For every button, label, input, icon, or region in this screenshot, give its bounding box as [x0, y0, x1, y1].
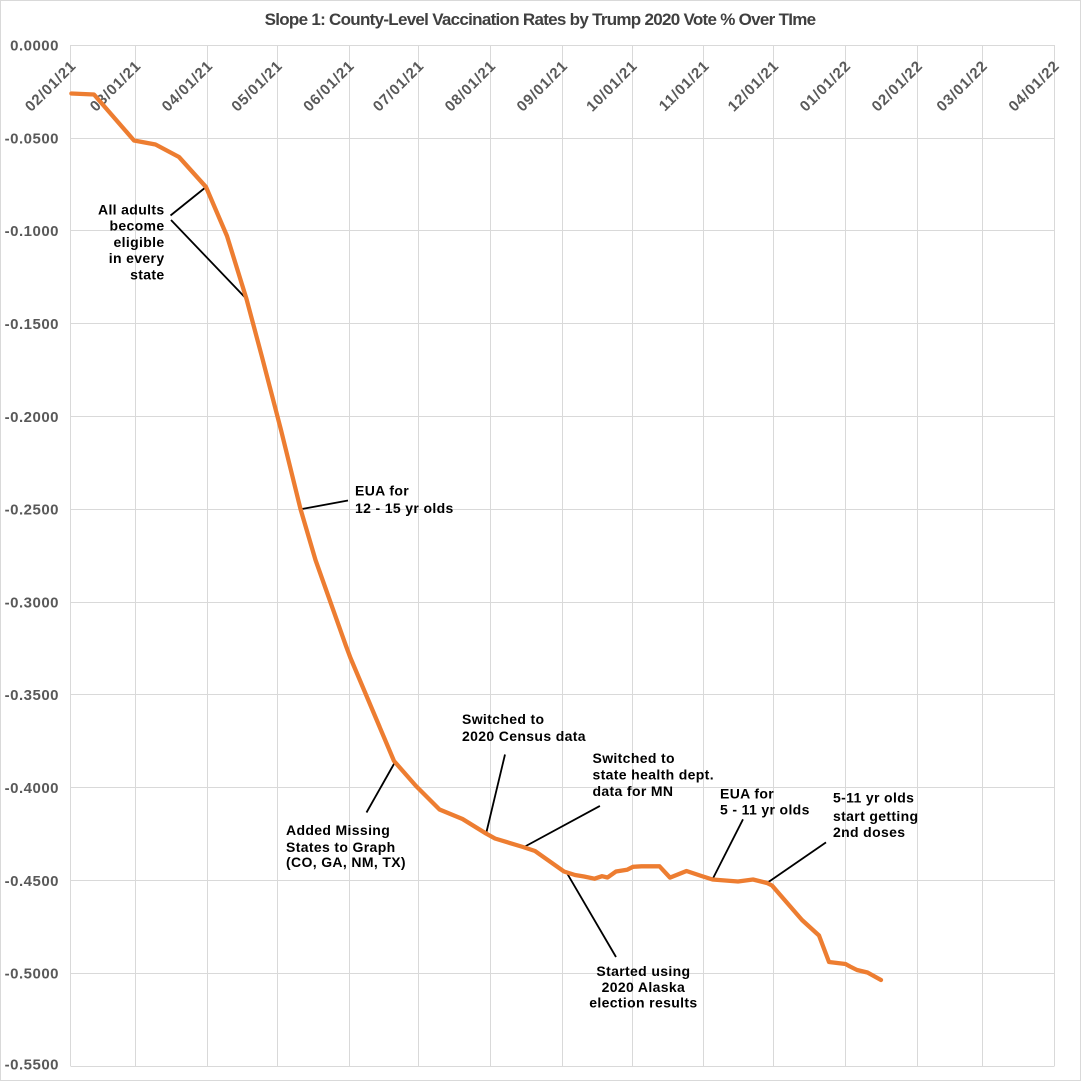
svg-text:state health dept.: state health dept. [593, 767, 714, 783]
svg-text:Slope 1: County-Level Vaccinat: Slope 1: County-Level Vaccination Rates … [265, 10, 816, 29]
svg-text:States to Graph: States to Graph [286, 839, 396, 855]
svg-text:12 - 15 yr olds: 12 - 15 yr olds [355, 500, 454, 516]
svg-text:-0.4500: -0.4500 [5, 873, 59, 890]
svg-text:2020 Census data: 2020 Census data [462, 728, 586, 744]
svg-text:-0.4000: -0.4000 [5, 780, 59, 797]
svg-text:Switched to: Switched to [462, 711, 544, 727]
svg-text:-0.3000: -0.3000 [5, 594, 59, 611]
svg-text:All adults: All adults [98, 202, 165, 218]
svg-text:Added Missing: Added Missing [286, 822, 390, 838]
svg-text:-0.3500: -0.3500 [5, 687, 59, 704]
svg-text:eligible: eligible [113, 234, 164, 250]
svg-text:Switched to: Switched to [593, 750, 675, 766]
svg-text:election results: election results [589, 995, 697, 1011]
svg-text:-0.2000: -0.2000 [5, 409, 59, 426]
svg-text:5 - 11 yr olds: 5 - 11 yr olds [720, 802, 810, 818]
svg-text:EUA for: EUA for [355, 483, 409, 499]
svg-text:EUA for: EUA for [720, 785, 774, 801]
svg-text:-0.5000: -0.5000 [5, 966, 59, 983]
svg-text:become: become [109, 218, 164, 234]
svg-text:-0.0500: -0.0500 [5, 130, 59, 147]
svg-text:2nd doses: 2nd doses [833, 824, 905, 840]
svg-text:-0.1000: -0.1000 [5, 223, 59, 240]
svg-text:in every: in every [109, 250, 165, 266]
svg-text:0.0000: 0.0000 [10, 38, 59, 55]
svg-text:(CO, GA, NM, TX): (CO, GA, NM, TX) [286, 854, 406, 870]
svg-text:-0.1500: -0.1500 [5, 316, 59, 333]
svg-text:data for MN: data for MN [593, 783, 674, 799]
svg-text:state: state [130, 266, 164, 282]
svg-text:5-11 yr olds: 5-11 yr olds [833, 789, 914, 805]
svg-text:start getting: start getting [833, 808, 918, 824]
svg-text:-0.2500: -0.2500 [5, 502, 59, 519]
svg-text:2020 Alaska: 2020 Alaska [602, 979, 686, 995]
svg-text:-0.5500: -0.5500 [5, 1057, 59, 1074]
svg-text:Started using: Started using [596, 963, 690, 979]
